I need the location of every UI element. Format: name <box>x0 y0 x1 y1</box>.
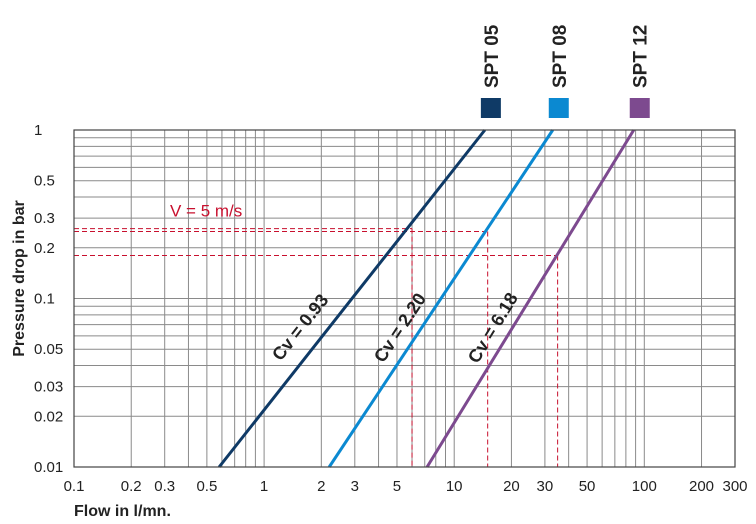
x-axis-label: Flow in l/mn. <box>74 503 171 520</box>
x-tick-label: 50 <box>579 478 596 495</box>
velocity-annotation: V = 5 m/s <box>74 202 559 467</box>
x-tick-label: 0.2 <box>121 478 142 495</box>
y-tick-label: 0.1 <box>34 291 55 308</box>
legend: SPT 05 SPT 08 SPT 12 <box>480 24 652 118</box>
y-tick-label: 0.03 <box>34 379 63 396</box>
x-tick-label: 30 <box>537 478 554 495</box>
x-tick-label: 0.5 <box>196 478 217 495</box>
legend-swatch <box>480 98 501 118</box>
y-axis-label: Pressure drop in bar <box>11 200 28 357</box>
y-tick-label: 0.02 <box>34 408 63 425</box>
x-tick-label: 100 <box>632 478 657 495</box>
x-tick-label: 200 <box>689 478 714 495</box>
legend-label: SPT 05 <box>482 24 503 88</box>
velocity-label: V = 5 m/s <box>170 202 242 221</box>
grid-lines <box>73 129 736 468</box>
x-tick-label: 10 <box>446 478 463 495</box>
series-line-spt-05 <box>217 129 487 468</box>
y-tick-label: 1 <box>34 122 42 139</box>
x-tick-label: 2 <box>317 478 325 495</box>
series-line-spt-08 <box>327 129 555 468</box>
y-tick-label: 0.5 <box>34 173 55 190</box>
x-tick-label: 1 <box>260 478 268 495</box>
legend-swatch <box>548 98 569 118</box>
x-tick-label: 20 <box>503 478 520 495</box>
x-tick-label: 300 <box>722 478 747 495</box>
y-tick-label: 0.05 <box>34 341 63 358</box>
x-tick-label: 3 <box>351 478 359 495</box>
cv-label: Cv = 0.93 <box>268 290 332 364</box>
legend-label: SPT 12 <box>631 25 652 88</box>
x-tick-label: 0.1 <box>64 478 85 495</box>
y-tick-label: 0.01 <box>34 459 63 476</box>
y-tick-label: 0.2 <box>34 240 55 257</box>
x-tick-label: 5 <box>393 478 401 495</box>
y-tick-label: 0.3 <box>34 210 55 227</box>
x-tick-label: 0.3 <box>154 478 175 495</box>
plot-frame <box>73 129 736 468</box>
legend-swatch <box>629 98 650 118</box>
series-line-spt-12 <box>425 129 636 468</box>
legend-label: SPT 08 <box>550 25 571 88</box>
tick-labels: 0.1 0.2 0.3 0.5 1 2 3 5 10 20 30 50 100 200 300 0.01 0.0… <box>34 122 748 495</box>
